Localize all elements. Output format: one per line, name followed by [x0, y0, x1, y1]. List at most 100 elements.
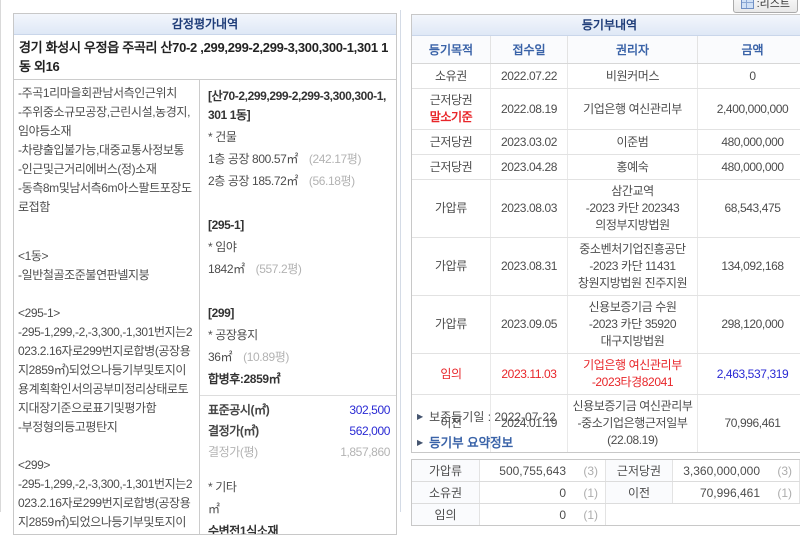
price-label: 표준공시(㎡): [208, 403, 270, 417]
registry-row: 근저당권 말소기준 2022.08.19 기업은행 여신관리부 2,400,00…: [412, 89, 800, 130]
cell-holder: 신용보증기금 수원 -2023 카단 35920 대구지방법원: [568, 296, 698, 353]
summary-count: (1): [583, 507, 598, 522]
summary-value: 0: [559, 485, 566, 500]
registry-row: 가압류 2023.09.05 신용보증기금 수원 -2023 카단 35920 …: [412, 296, 800, 354]
forest-pyeong: (557.2평): [255, 262, 302, 276]
cell-purpose: 소유권: [412, 64, 491, 88]
parcel-heading: [295-1]: [208, 218, 244, 232]
col-header-amount: 금액: [741, 43, 764, 57]
cell-holder: 삼간교역 -2023 카단 202343 의정부지방법원: [568, 180, 698, 237]
price-row-decided-py: 결정가(평) 1,857,860: [208, 442, 390, 463]
appraisal-columns: -주곡1리마을회관남서측인근위치 -주위중소규모공장,근린시설,농경지,임야등소…: [14, 80, 396, 535]
summary-title-line: ▶ 등기부 요약정보: [417, 434, 800, 452]
forest-area: 1842㎡ (557.2평): [208, 260, 392, 279]
cell-date: 2024.01.19: [491, 395, 568, 452]
cell-purpose: 가압류: [412, 238, 491, 295]
cell-amount: 2,400,000,000: [716, 101, 789, 116]
note-line: -주위중소규모공장,근린시설,농경지,임야등소재: [18, 105, 190, 138]
note-line: <1동>: [18, 249, 49, 263]
parcel-heading: [299]: [208, 306, 235, 320]
cell-amount: 68,543,475: [724, 201, 781, 215]
summary-value-cell: 0 (1): [480, 504, 606, 525]
registry-row: 소유권 2022.07.22 비원커머스 0: [412, 64, 800, 89]
registry-panel-title: 등기부내역: [412, 15, 800, 36]
cell-purpose: 가압류: [412, 296, 491, 353]
summary-title-text: 등기부 요약정보: [429, 436, 514, 450]
summary-value: 3,360,000,000: [683, 463, 760, 478]
note-line: -일반철골조준불연판넬지붕: [18, 268, 150, 282]
cell-holder: 이준범: [568, 130, 698, 154]
cell-date: 2023.03.02: [491, 130, 568, 154]
price-row-official: 표준공시(㎡) 302,500: [208, 400, 390, 421]
cell-holder: 신용보증기금 여신관리부 -중소기업은행근저일부 (22.08.19): [568, 395, 698, 452]
note-line: -인근및근거리에버스(정)소재: [18, 162, 157, 176]
cell-date: 2023.08.31: [491, 238, 568, 295]
registry-panel: 등기부내역 등기목적 접수일 권리자 금액 소유권 2022.07.22 비원커…: [411, 14, 800, 453]
cell-purpose: 근저당권 말소기준: [412, 89, 491, 129]
summary-count: (1): [777, 485, 792, 500]
note-line: <295-1>: [18, 306, 60, 320]
floor1-main: 1층 공장 800.57㎡: [208, 152, 298, 166]
cell-purpose: 임의: [412, 354, 491, 394]
summary-value-cell-empty: [673, 504, 800, 525]
summary-value-cell: 3,360,000,000 (3): [673, 460, 800, 481]
cell-holder: 비원커머스: [568, 64, 698, 88]
summary-value-cell: 500,755,643 (3): [480, 460, 606, 481]
cell-amount: 0: [749, 68, 756, 83]
cancellation-base-tag: 말소기준: [429, 110, 473, 124]
summary-label: 가압류: [412, 460, 480, 481]
summary-row: 소유권 0 (1) 이전 70,996,461 (1): [412, 482, 800, 504]
registry-row-auction: 임의 2023.11.03 기업은행 여신관리부 -2023타경82041 2,…: [412, 354, 800, 395]
price-value: 562,000: [349, 424, 390, 438]
floor2-main: 2층 공장 185.72㎡: [208, 174, 298, 188]
summary-value: 500,755,643: [499, 463, 566, 478]
site-pyeong: (10.89평): [243, 350, 289, 364]
appraisal-panel: 감정평가내역 경기 화성시 우정읍 주곡리 산70-2 ,299,299-2,2…: [13, 13, 397, 535]
parcel-heading: [산70-2,299,299-2,299-3,300,300-1,301 1동]: [208, 89, 386, 122]
site-area: 36㎡ (10.89평): [208, 348, 392, 367]
appraisal-detail-column: [산70-2,299,299-2,299-3,300,300-1,301 1동]…: [200, 80, 396, 535]
registry-row: 근저당권 2023.04.28 홍예숙 480,000,000: [412, 155, 800, 180]
summary-label: 근저당권: [606, 460, 673, 481]
cell-holder: 기업은행 여신관리부 -2023타경82041: [568, 354, 698, 394]
note-line: -부정형의등고평탄지: [18, 420, 118, 434]
price-section: 표준공시(㎡) 302,500 결정가(㎡) 562,000 결정가(평) 1,…: [200, 395, 396, 465]
appraisal-notes-column: -주곡1리마을회관남서측인근위치 -주위중소규모공장,근린시설,농경지,임야등소…: [14, 80, 200, 534]
summary-label: 소유권: [412, 482, 480, 503]
summary-label: 이전: [606, 482, 673, 503]
col-header-holder: 권리자: [568, 36, 698, 63]
appraisal-panel-title: 감정평가내역: [14, 14, 396, 35]
price-label: 결정가(평): [208, 445, 258, 459]
price-label: 결정가(㎡): [208, 424, 259, 438]
forest-main: 1842㎡: [208, 262, 245, 276]
registry-row: 가압류 2023.08.31 중소벤처기업진흥공단 -2023 카단 11431…: [412, 238, 800, 296]
registry-row: 이전 2024.01.19 신용보증기금 여신관리부 -중소기업은행근저일부 (…: [412, 395, 800, 452]
property-address: 경기 화성시 우정읍 주곡리 산70-2 ,299,299-2,299-3,30…: [14, 35, 396, 80]
etc-note: 수변전1식소재: [208, 524, 279, 535]
col-header-date: 접수일: [491, 36, 568, 63]
registry-row: 가압류 2023.08.03 삼간교역 -2023 카단 202343 의정부지…: [412, 180, 800, 238]
registry-row: 근저당권 2023.03.02 이준범 480,000,000: [412, 130, 800, 155]
cell-amount: 480,000,000: [721, 134, 784, 149]
preservation-date-line: ▶ 보존등기일 : 2022-07-22: [417, 408, 800, 426]
cell-amount: 2,463,537,319: [716, 366, 789, 381]
arrow-icon: ▶: [417, 438, 424, 447]
note-line: -주곡1리마을회관남서측인근위치: [18, 86, 177, 100]
cell-date: 2023.11.03: [491, 354, 568, 394]
note-line: -동측8m및남서측6m아스팔트포장도로접함: [18, 181, 192, 214]
preservation-date-text: 보존등기일 : 2022-07-22: [429, 410, 556, 424]
cell-date: 2022.07.22: [491, 64, 568, 88]
merged-area: 합병후:2859㎡: [208, 372, 281, 386]
summary-value-cell: 70,996,461 (1): [673, 482, 800, 503]
table-grid-icon: [740, 0, 754, 9]
cell-date: 2023.04.28: [491, 155, 568, 179]
summary-row: 가압류 500,755,643 (3) 근저당권 3,360,000,000 (…: [412, 460, 800, 482]
cell-holder: 홍예숙: [568, 155, 698, 179]
floor2-pyeong: (56.18평): [308, 174, 355, 188]
summary-value: 70,996,461: [699, 485, 760, 500]
floor1-pyeong: (242.17평): [308, 152, 362, 166]
summary-label-empty: [606, 504, 673, 525]
list-view-button[interactable]: :리스트: [732, 0, 798, 13]
registry-extra-info: ▶ 보존등기일 : 2022-07-22 ▶ 등기부 요약정보 가압류 500,…: [411, 400, 800, 526]
note-line: -295-1,299,-2,-3,300,-1,301번지는2023.2.16자…: [18, 477, 193, 529]
